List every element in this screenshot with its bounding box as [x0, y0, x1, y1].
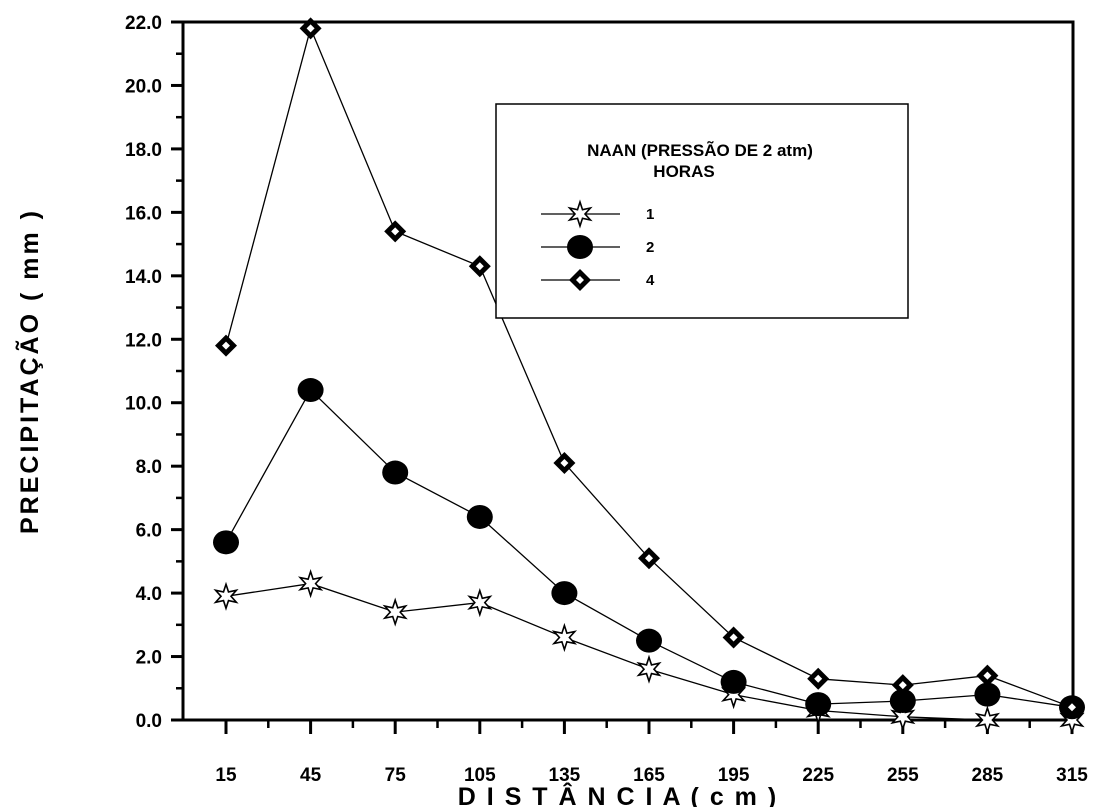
circle-marker — [466, 504, 493, 529]
x-tick-label: 225 — [802, 765, 834, 786]
y-tick-label: 12.0 — [125, 330, 162, 351]
x-tick-labels: 15 45 75 105 135 165 195 225 255 285 315 — [215, 765, 1088, 786]
circle-marker — [720, 669, 747, 694]
circle-marker — [974, 682, 1001, 707]
star-marker — [974, 705, 1001, 735]
y-tick-label: 2.0 — [136, 648, 162, 669]
diamond-inner — [645, 554, 653, 563]
star-marker — [551, 622, 578, 653]
y-tick-label: 4.0 — [136, 584, 162, 605]
y-tick-labels: 0.0 2.0 4.0 6.0 8.0 10.0 12.0 14.0 16.0 18.0 20.0 2… — [125, 13, 162, 732]
legend-label: 4 — [646, 272, 655, 289]
series-2 — [213, 378, 1085, 720]
diamond-inner — [983, 671, 992, 680]
star-marker — [382, 597, 408, 627]
diamond-marker — [891, 674, 914, 697]
diamond-inner — [576, 276, 584, 284]
circle-marker — [382, 460, 409, 485]
circle-marker — [805, 692, 832, 717]
diamond-marker — [976, 664, 999, 687]
diamond-inner — [475, 262, 484, 271]
y-tick-label: 10.0 — [125, 394, 162, 415]
star-marker — [636, 654, 662, 684]
x-tick-label: 45 — [300, 765, 322, 786]
diamond-inner — [306, 24, 315, 33]
diamond-marker — [1061, 696, 1083, 719]
diamond-inner — [560, 459, 569, 468]
diamond-marker — [468, 255, 491, 278]
y-tick-label: 18.0 — [125, 140, 162, 161]
y-tick-label: 0.0 — [136, 711, 162, 732]
diamond-marker — [807, 667, 830, 690]
diamond-inner — [729, 633, 738, 642]
diamond-marker — [299, 17, 322, 40]
diamond-inner — [222, 341, 230, 350]
diamond-inner — [1068, 703, 1076, 712]
legend-title: NAAN (PRESSÃO DE 2 atm) — [587, 140, 813, 160]
x-tick-label: 195 — [718, 765, 750, 786]
x-tick-label: 165 — [633, 765, 665, 786]
star-marker — [213, 581, 239, 611]
diamond-marker — [384, 220, 407, 243]
legend-box — [495, 103, 909, 319]
diamond-inner — [814, 674, 823, 683]
diamond-marker — [638, 547, 660, 570]
y-tick-label: 20.0 — [125, 76, 162, 97]
circle-marker — [551, 581, 578, 606]
circle-marker — [213, 530, 239, 555]
circle-marker — [889, 688, 916, 713]
legend-subtitle: HORAS — [653, 162, 714, 181]
diamond-marker — [215, 334, 237, 357]
y-axis-title: PRECIPITAÇÃO ( mm ) — [14, 208, 44, 534]
x-tick-label: 285 — [972, 765, 1004, 786]
x-tick-label: 105 — [464, 765, 496, 786]
y-tick-label: 22.0 — [125, 13, 162, 34]
star-marker — [297, 569, 324, 599]
y-tick-label: 16.0 — [125, 203, 162, 224]
x-tick-label: 75 — [385, 765, 407, 786]
series-group — [213, 17, 1085, 735]
diamond-inner — [898, 681, 907, 690]
y-tick-label: 14.0 — [125, 267, 162, 288]
y-tick-label: 8.0 — [136, 457, 162, 478]
x-tick-label: 15 — [215, 765, 237, 786]
x-tick-label: 255 — [887, 765, 919, 786]
plot-frame — [181, 20, 1075, 722]
y-tick-label: 6.0 — [136, 521, 162, 542]
x-tick-label: 135 — [549, 765, 581, 786]
legend-item: 4 — [541, 269, 655, 291]
legend: NAAN (PRESSÃO DE 2 atm) HORAS 1 2 4 — [495, 103, 909, 319]
circle-marker — [567, 235, 593, 259]
circle-marker — [297, 378, 324, 403]
star-marker — [467, 588, 493, 618]
x-tick-label: 315 — [1056, 765, 1088, 786]
diamond-marker — [569, 269, 591, 291]
legend-item: 1 — [541, 199, 654, 229]
legend-label: 1 — [646, 206, 654, 223]
legend-items: 1 2 4 — [541, 199, 655, 291]
diamond-marker — [722, 626, 745, 649]
star-marker — [890, 702, 916, 732]
diamond-inner — [391, 227, 400, 236]
diamond-marker — [553, 452, 576, 475]
legend-item: 2 — [541, 235, 654, 259]
circle-marker — [636, 628, 662, 653]
legend-label: 2 — [646, 239, 654, 256]
star-marker — [567, 199, 593, 229]
series-4 — [215, 17, 1083, 719]
x-axis-title: D I S T Â N C I A ( c m ) — [458, 781, 778, 807]
